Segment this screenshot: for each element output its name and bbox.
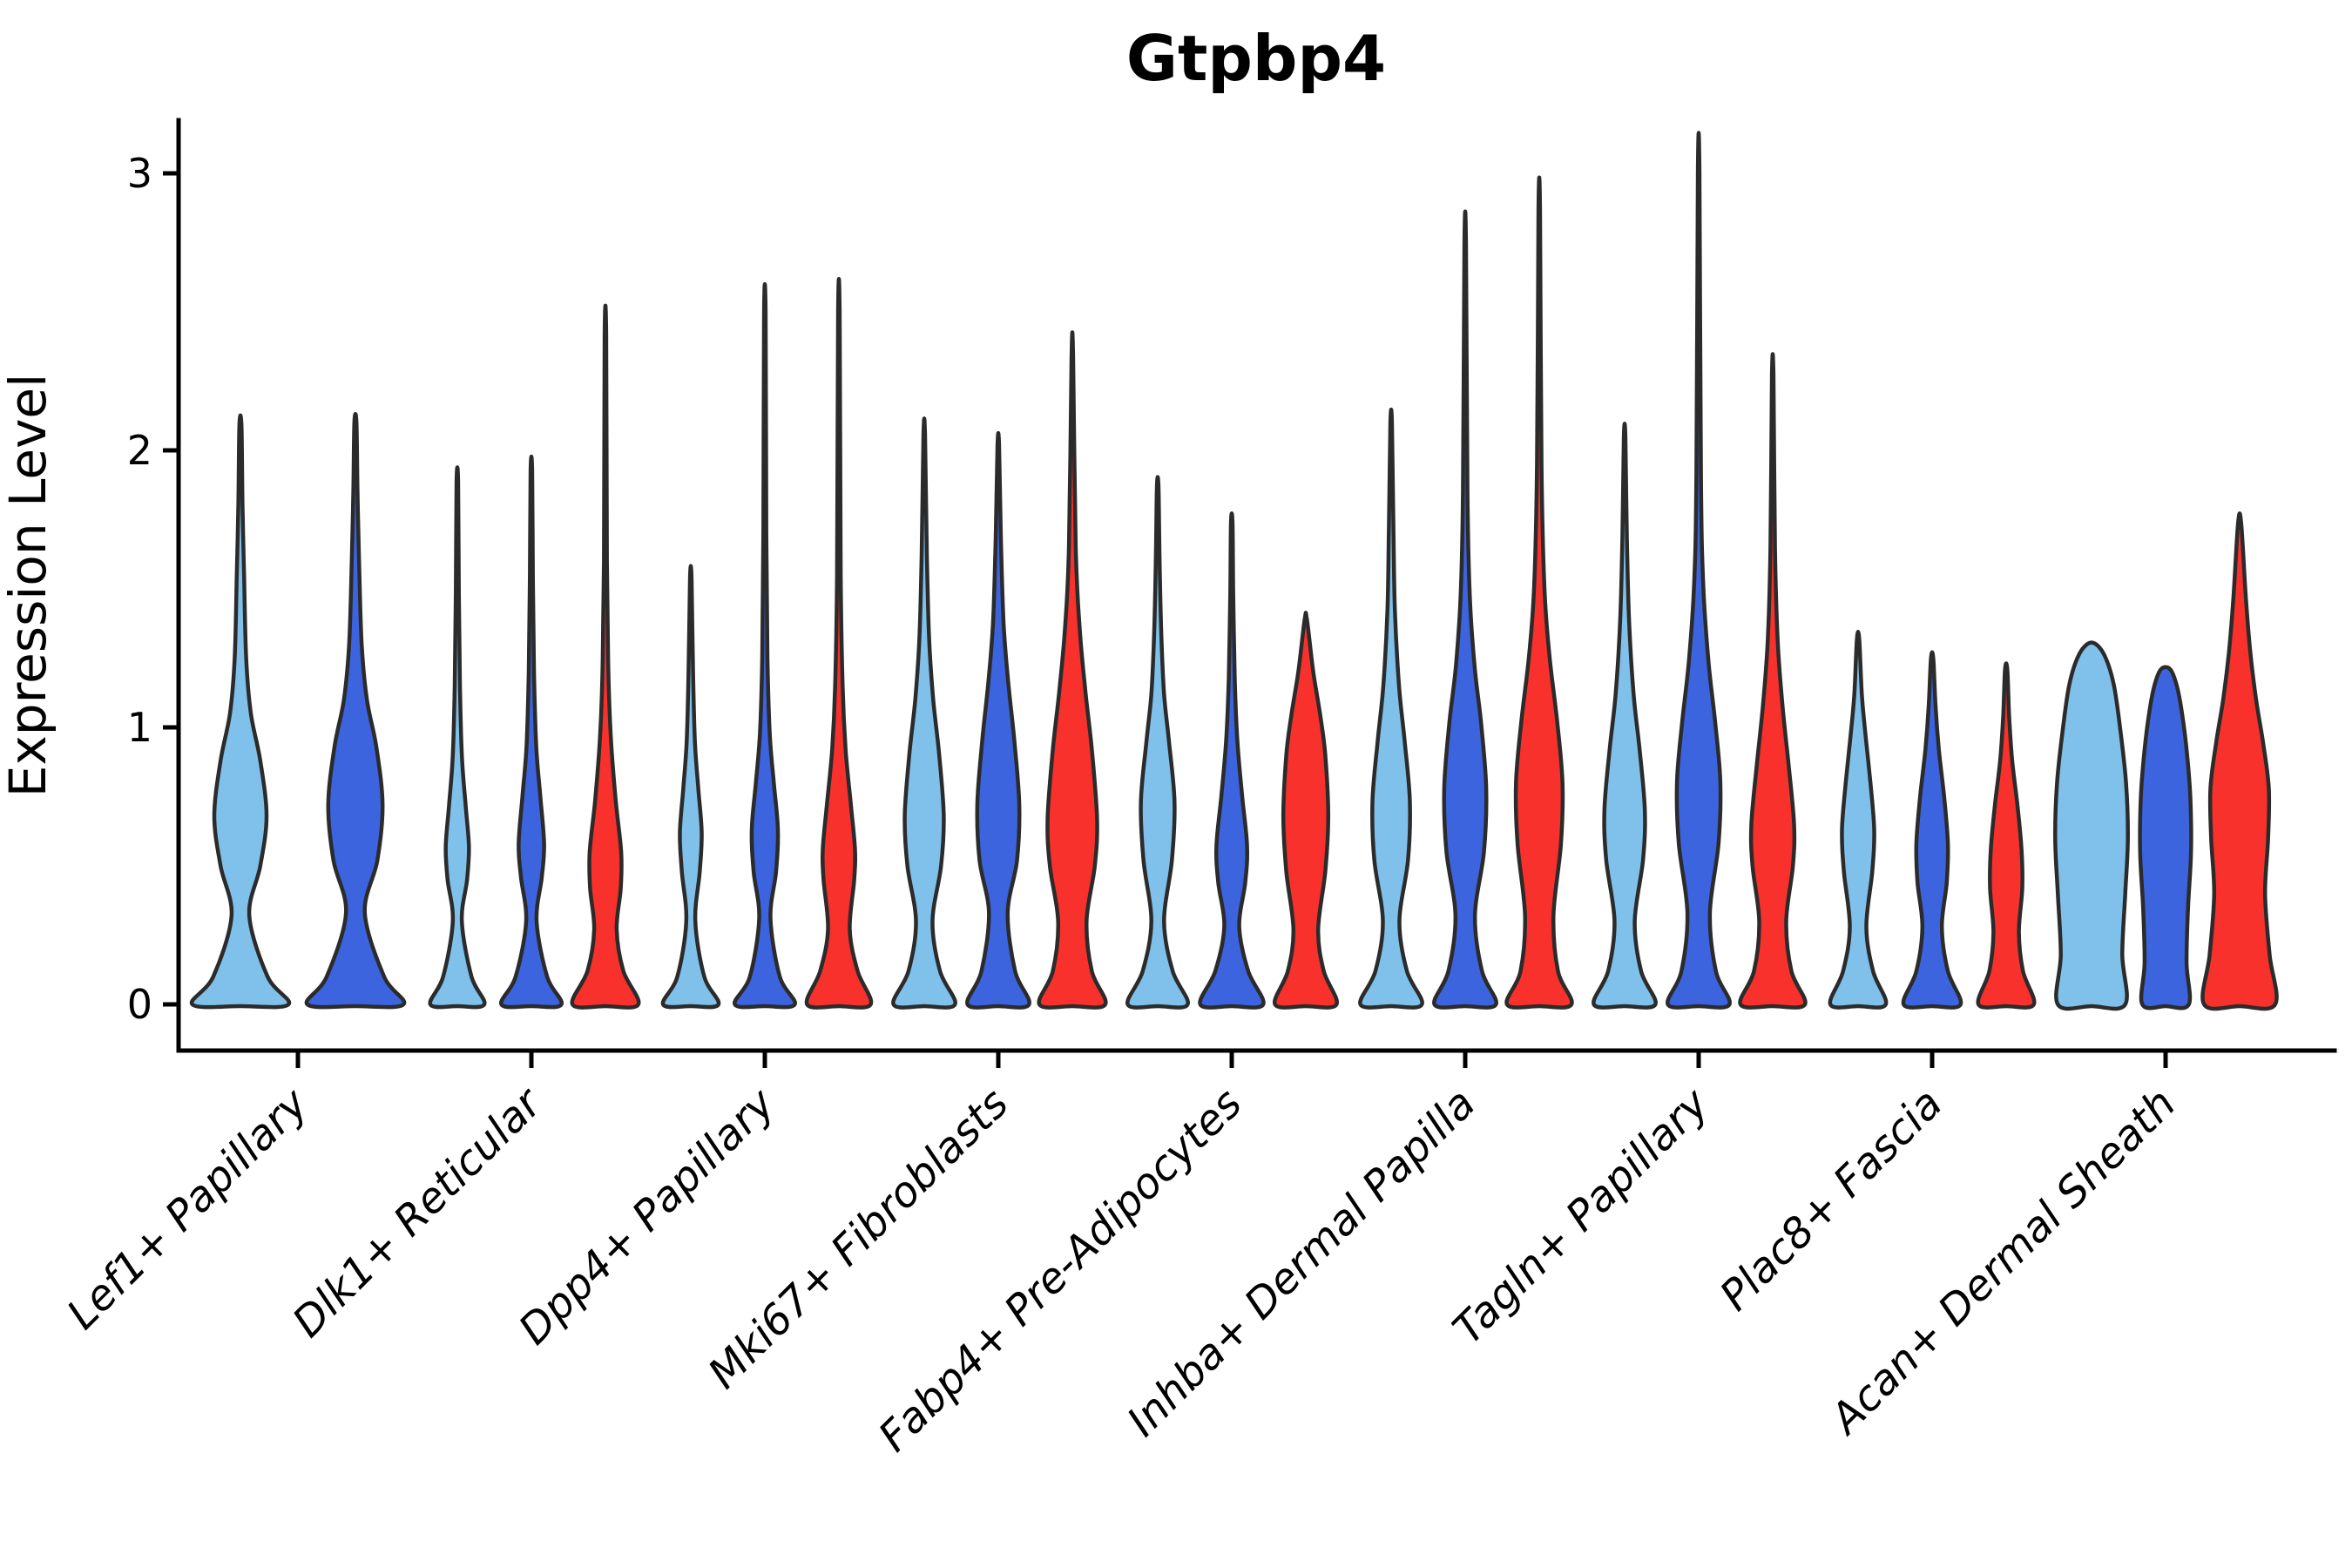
violin-group1-s2 xyxy=(304,411,407,1010)
violin-group5-s3 xyxy=(1272,611,1340,1010)
violin-group8-s3 xyxy=(1976,661,2037,1010)
violin-group3-s1 xyxy=(660,564,721,1010)
violin-group1-s1 xyxy=(189,413,292,1010)
x-category-label: Dlk1+ Reticular xyxy=(283,1078,553,1348)
violin-group3-s2 xyxy=(733,281,797,1010)
violins-layer xyxy=(189,131,2279,1011)
y-tick-label: 1 xyxy=(127,704,152,751)
x-category-label: Tagln+ Papillary xyxy=(1443,1078,1719,1354)
violin-group6-s2 xyxy=(1432,209,1498,1010)
y-axis-label: Expression Level xyxy=(0,374,57,797)
violin-group6-s3 xyxy=(1504,175,1574,1010)
violin-group7-s1 xyxy=(1592,422,1658,1010)
x-category-label: Dpp4+ Papillary xyxy=(510,1078,785,1354)
violin-group9-s1 xyxy=(2053,640,2130,1011)
axes: 0 1 2 3 xyxy=(127,118,2337,1068)
x-category-label: Plac8+ Fascia xyxy=(1711,1079,1952,1321)
violin-group2-s1 xyxy=(428,465,487,1010)
violin-group4-s2 xyxy=(965,430,1031,1010)
violin-group2-s3 xyxy=(570,303,641,1010)
x-category-label: Lef1+ Papillary xyxy=(57,1078,318,1339)
violin-group8-s1 xyxy=(1828,630,1889,1010)
chart-title: Gtpbp4 xyxy=(1126,22,1386,95)
violin-group8-s2 xyxy=(1901,650,1963,1010)
y-tick-label: 0 xyxy=(127,981,152,1028)
violin-group4-s3 xyxy=(1037,330,1108,1010)
violin-group7-s3 xyxy=(1738,352,1808,1010)
violin-group4-s1 xyxy=(891,416,957,1010)
violin-group7-s2 xyxy=(1666,131,1732,1010)
violin-group2-s2 xyxy=(499,454,564,1010)
violin-group9-s2 xyxy=(2138,665,2193,1010)
y-tick-label: 2 xyxy=(127,427,152,474)
y-tick-label: 3 xyxy=(127,150,152,197)
violin-group5-s1 xyxy=(1125,475,1190,1010)
violin-group9-s3 xyxy=(2200,511,2279,1011)
violin-group6-s1 xyxy=(1358,407,1424,1010)
violin-group5-s2 xyxy=(1198,511,1266,1010)
violin-group3-s3 xyxy=(804,277,874,1010)
